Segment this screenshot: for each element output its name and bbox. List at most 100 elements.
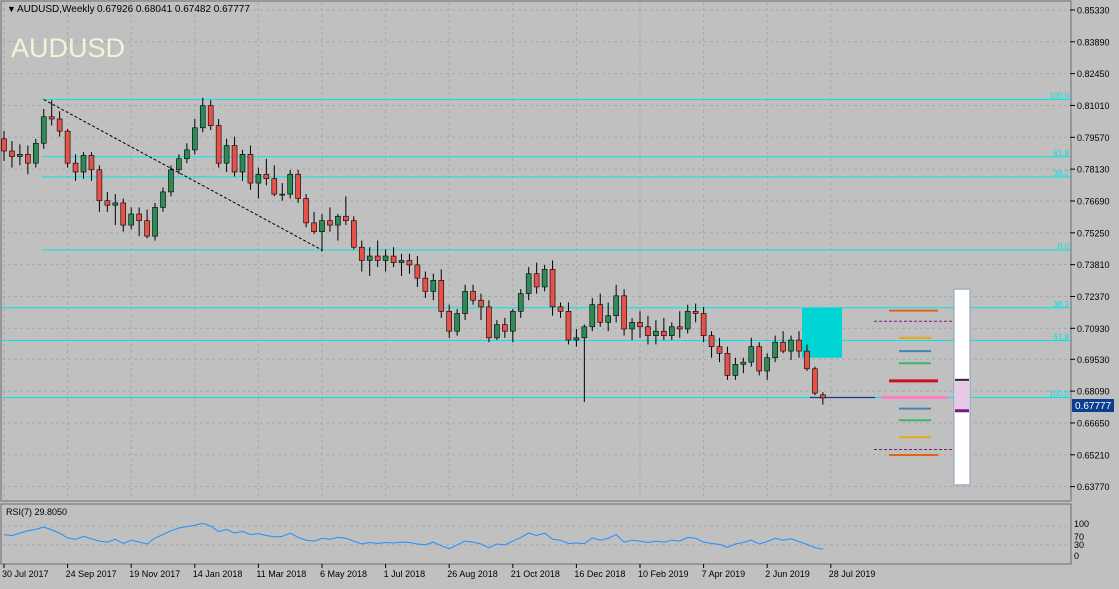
- candle-body[interactable]: [247, 154, 254, 184]
- candle-body[interactable]: [343, 215, 349, 221]
- candle-body[interactable]: [486, 306, 492, 339]
- supply-zone-box[interactable]: [802, 307, 842, 358]
- candle-body[interactable]: [796, 339, 802, 352]
- candle-body[interactable]: [9, 150, 15, 157]
- candle-body[interactable]: [724, 353, 731, 376]
- rsi-line[interactable]: [3, 522, 823, 550]
- candle-body[interactable]: [478, 299, 484, 308]
- candle-body[interactable]: [438, 280, 445, 312]
- candle-body[interactable]: [661, 330, 667, 336]
- candle-body[interactable]: [160, 191, 166, 208]
- candle-body[interactable]: [820, 394, 826, 399]
- candle-body[interactable]: [64, 130, 71, 164]
- candle-body[interactable]: [120, 202, 127, 226]
- candle-body[interactable]: [621, 295, 627, 330]
- candle-body[interactable]: [462, 291, 468, 314]
- candle-body[interactable]: [319, 220, 325, 233]
- candle-body[interactable]: [327, 220, 333, 226]
- candle-body[interactable]: [311, 222, 317, 233]
- candle-body[interactable]: [1, 138, 7, 152]
- candle-body[interactable]: [653, 330, 659, 336]
- candle-body[interactable]: [589, 304, 596, 328]
- candle-body[interactable]: [525, 273, 532, 294]
- candle-body[interactable]: [629, 322, 635, 330]
- candle-body[interactable]: [541, 268, 548, 288]
- candle-body[interactable]: [549, 268, 556, 308]
- candle-body[interactable]: [96, 169, 103, 202]
- candle-body[interactable]: [764, 357, 771, 372]
- candle-body[interactable]: [72, 162, 79, 173]
- candle-body[interactable]: [207, 105, 214, 126]
- candle-body[interactable]: [382, 255, 389, 261]
- candle-body[interactable]: [271, 178, 278, 195]
- candle-body[interactable]: [430, 280, 437, 292]
- candle-body[interactable]: [502, 324, 508, 332]
- candle-body[interactable]: [716, 346, 723, 354]
- candle-body[interactable]: [136, 213, 142, 221]
- candle-body[interactable]: [295, 173, 301, 199]
- candle-body[interactable]: [565, 310, 572, 341]
- candle-body[interactable]: [668, 326, 675, 336]
- candle-body[interactable]: [80, 155, 87, 173]
- candle-body[interactable]: [144, 220, 150, 237]
- candle-body[interactable]: [494, 324, 500, 339]
- candle-body[interactable]: [772, 341, 778, 359]
- candle-body[interactable]: [25, 154, 31, 164]
- candle-body[interactable]: [788, 339, 794, 352]
- candle-body[interactable]: [17, 154, 23, 157]
- candle-body[interactable]: [56, 118, 63, 132]
- candle-body[interactable]: [446, 310, 453, 332]
- candle-body[interactable]: [804, 350, 810, 370]
- candle-body[interactable]: [740, 361, 747, 365]
- candle-body[interactable]: [350, 220, 357, 248]
- candle-body[interactable]: [279, 193, 286, 196]
- candle-body[interactable]: [613, 295, 619, 317]
- candle-body[interactable]: [533, 273, 540, 288]
- candle-body[interactable]: [223, 145, 230, 164]
- candle-body[interactable]: [605, 315, 612, 323]
- candle-body[interactable]: [573, 337, 580, 341]
- candle-body[interactable]: [255, 173, 262, 184]
- candle-body[interactable]: [40, 116, 47, 144]
- candle-body[interactable]: [708, 335, 715, 347]
- candle-body[interactable]: [692, 310, 699, 314]
- candle-body[interactable]: [406, 260, 413, 266]
- candle-body[interactable]: [263, 173, 270, 179]
- candle-body[interactable]: [335, 215, 341, 226]
- candle-body[interactable]: [239, 154, 246, 173]
- candle-body[interactable]: [358, 246, 365, 261]
- candle-body[interactable]: [192, 127, 198, 151]
- candle-body[interactable]: [645, 326, 651, 336]
- candle-body[interactable]: [128, 213, 134, 226]
- candle-body[interactable]: [152, 207, 158, 237]
- candle-body[interactable]: [517, 293, 524, 312]
- candle-body[interactable]: [422, 277, 429, 292]
- candle-body[interactable]: [176, 158, 182, 171]
- candle-body[interactable]: [581, 326, 588, 339]
- candle-body[interactable]: [374, 255, 381, 261]
- candle-body[interactable]: [509, 310, 516, 332]
- candle-body[interactable]: [32, 142, 39, 164]
- candle-body[interactable]: [168, 169, 174, 193]
- candle-body[interactable]: [597, 304, 604, 323]
- candle-body[interactable]: [812, 368, 818, 394]
- candle-body[interactable]: [557, 306, 564, 312]
- candle-body[interactable]: [88, 155, 95, 171]
- candle-body[interactable]: [700, 313, 707, 336]
- candle-body[interactable]: [470, 291, 476, 301]
- candle-body[interactable]: [732, 364, 739, 376]
- candle-body[interactable]: [48, 116, 55, 120]
- candle-body[interactable]: [414, 264, 421, 279]
- candle-body[interactable]: [199, 105, 206, 129]
- candle-body[interactable]: [780, 341, 786, 352]
- candle-body[interactable]: [303, 198, 309, 224]
- menu-triangle-icon[interactable]: ▼: [7, 4, 16, 14]
- candle-body[interactable]: [390, 255, 397, 263]
- candle-body[interactable]: [684, 310, 691, 330]
- candle-body[interactable]: [756, 346, 763, 372]
- trend-line[interactable]: [43, 99, 323, 251]
- candle-body[interactable]: [676, 326, 683, 330]
- candle-body[interactable]: [215, 125, 222, 164]
